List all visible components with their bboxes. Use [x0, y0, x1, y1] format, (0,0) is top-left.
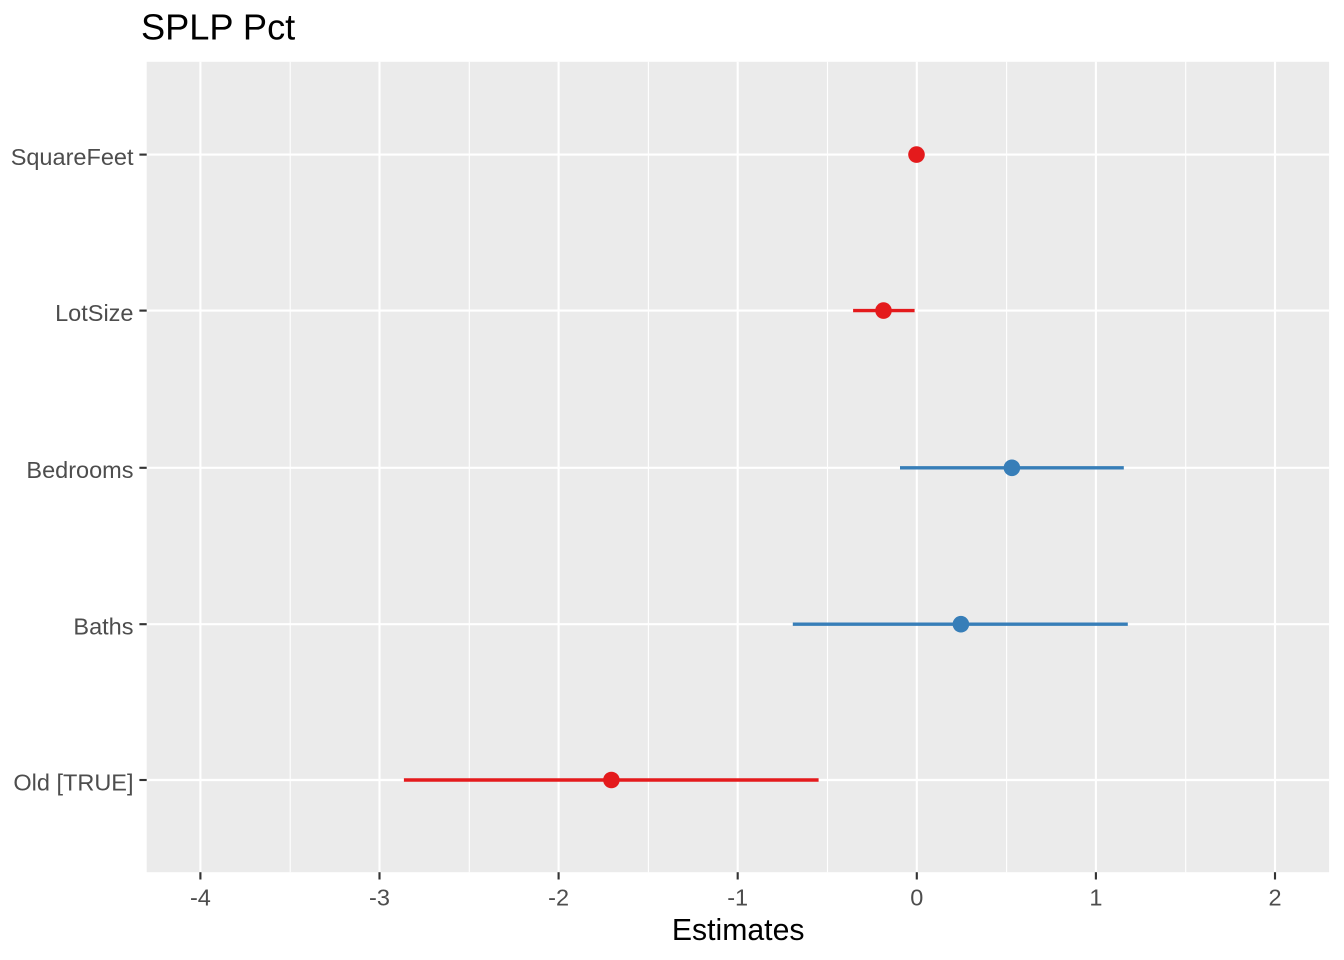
svg-text:0: 0	[910, 885, 923, 911]
svg-text:-4: -4	[190, 885, 211, 911]
svg-text:Estimates: Estimates	[672, 914, 805, 947]
svg-text:Baths: Baths	[73, 614, 133, 640]
svg-text:Bedrooms: Bedrooms	[26, 457, 133, 483]
svg-text:1: 1	[1089, 885, 1102, 911]
svg-text:-1: -1	[727, 885, 748, 911]
svg-text:SquareFeet: SquareFeet	[11, 144, 134, 170]
svg-text:LotSize: LotSize	[55, 300, 133, 326]
svg-text:Old [TRUE]: Old [TRUE]	[13, 769, 133, 795]
svg-text:SPLP Pct: SPLP Pct	[141, 7, 295, 48]
svg-text:2: 2	[1268, 885, 1281, 911]
svg-text:-2: -2	[548, 885, 569, 911]
svg-text:-3: -3	[369, 885, 390, 911]
